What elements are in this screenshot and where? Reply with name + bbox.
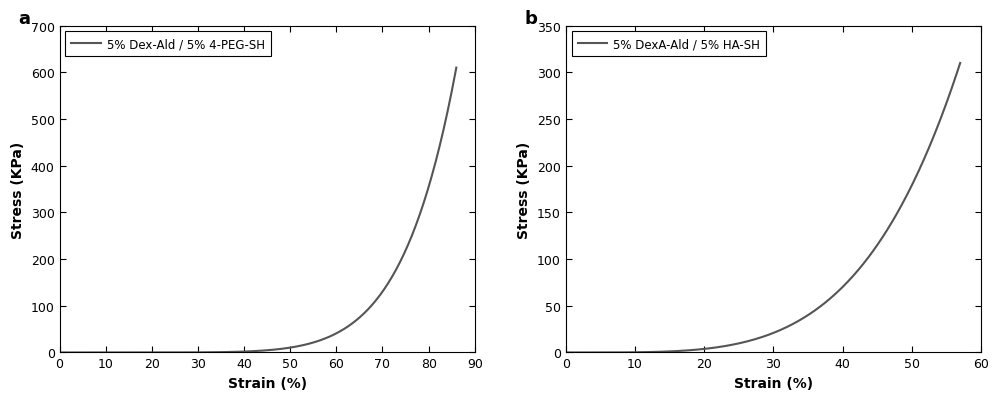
Line: 5% Dex-Ald / 5% 4-PEG-SH: 5% Dex-Ald / 5% 4-PEG-SH xyxy=(60,69,456,352)
X-axis label: Strain (%): Strain (%) xyxy=(228,376,307,390)
5% DexA-Ald / 5% HA-SH xyxy=(749,337,761,342)
Legend: 5% Dex-Ald / 5% 4-PEG-SH: 5% Dex-Ald / 5% 4-PEG-SH xyxy=(65,32,271,57)
5% DexA-Ald / 5% HA-SH xyxy=(883,225,895,230)
5% Dex-Ald / 5% 4-PEG-SH xyxy=(379,286,391,291)
5% Dex-Ald / 5% 4-PEG-SH xyxy=(242,349,254,354)
5% DexA-Ald / 5% HA-SH xyxy=(954,61,966,66)
Legend: 5% DexA-Ald / 5% HA-SH: 5% DexA-Ald / 5% HA-SH xyxy=(572,32,766,57)
Y-axis label: Stress (KPa): Stress (KPa) xyxy=(517,141,531,238)
5% Dex-Ald / 5% 4-PEG-SH xyxy=(450,66,462,71)
Y-axis label: Stress (KPa): Stress (KPa) xyxy=(11,141,25,238)
Text: b: b xyxy=(524,10,537,28)
5% DexA-Ald / 5% HA-SH xyxy=(795,318,807,322)
5% DexA-Ald / 5% HA-SH xyxy=(945,89,957,94)
5% DexA-Ald / 5% HA-SH xyxy=(747,338,759,342)
Line: 5% DexA-Ald / 5% HA-SH: 5% DexA-Ald / 5% HA-SH xyxy=(566,64,960,352)
5% Dex-Ald / 5% 4-PEG-SH xyxy=(268,347,280,352)
5% Dex-Ald / 5% 4-PEG-SH xyxy=(54,350,66,355)
5% DexA-Ald / 5% HA-SH xyxy=(773,328,785,333)
5% DexA-Ald / 5% HA-SH xyxy=(560,350,572,355)
5% Dex-Ald / 5% 4-PEG-SH xyxy=(441,113,453,118)
Text: a: a xyxy=(18,10,30,28)
5% Dex-Ald / 5% 4-PEG-SH xyxy=(244,349,256,354)
5% Dex-Ald / 5% 4-PEG-SH xyxy=(290,344,302,349)
X-axis label: Strain (%): Strain (%) xyxy=(734,376,813,390)
